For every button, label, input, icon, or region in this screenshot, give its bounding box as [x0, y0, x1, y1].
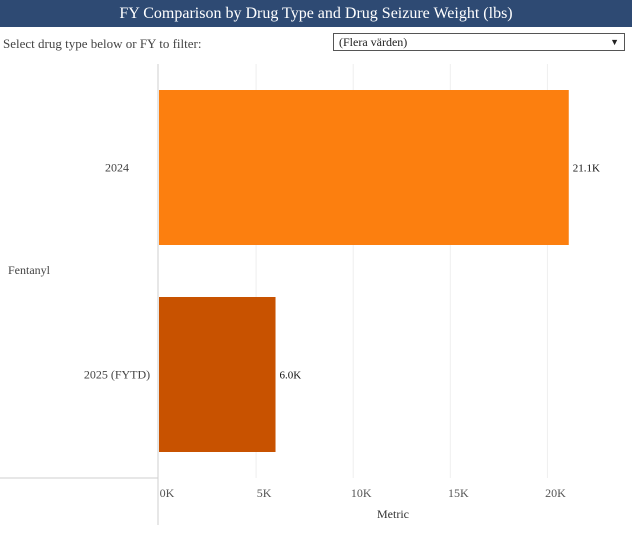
bar[interactable] — [159, 297, 276, 452]
triangle-down-icon[interactable]: ▼ — [610, 37, 619, 47]
filter-label: Select drug type below or FY to filter: — [3, 36, 202, 51]
drug-type-filter-dropdown[interactable]: (Flera värden) ▼ — [333, 33, 625, 51]
group-label: Fentanyl — [8, 263, 51, 277]
x-axis-title: Metric — [377, 507, 409, 521]
bar-data-labels: 21.1K 6.0K — [280, 163, 600, 382]
bar-data-label: 21.1K — [573, 163, 600, 175]
dropdown-selected-value: (Flera värden) — [339, 35, 408, 49]
x-tick-label: 20K — [545, 486, 566, 500]
category-labels: 2024 2025 (FYTD) — [84, 161, 150, 382]
x-tick-label: 10K — [351, 486, 372, 500]
x-tick-label: 0K — [160, 486, 175, 500]
bar[interactable] — [159, 90, 569, 245]
x-axis-tick-labels: 0K 5K 10K 15K 20K — [160, 486, 566, 500]
category-label: 2024 — [105, 161, 129, 175]
x-tick-label: 15K — [448, 486, 469, 500]
category-label: 2025 (FYTD) — [84, 368, 150, 382]
x-tick-label: 5K — [257, 486, 272, 500]
chart-title-bar: FY Comparison by Drug Type and Drug Seiz… — [0, 0, 632, 27]
chart-title: FY Comparison by Drug Type and Drug Seiz… — [119, 4, 513, 22]
bars — [159, 90, 569, 452]
bar-data-label: 6.0K — [280, 370, 302, 382]
